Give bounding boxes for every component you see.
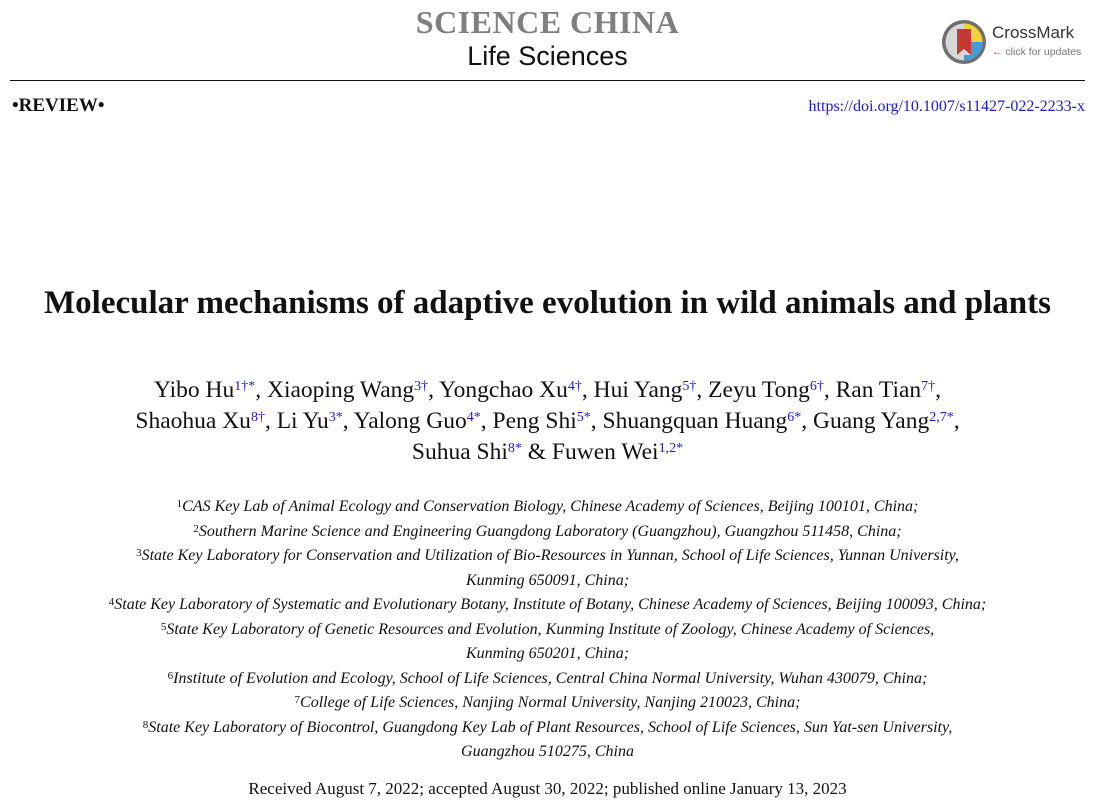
crossmark-subtitle-text: click for updates (1005, 46, 1082, 58)
crossmark-title: CrossMark (992, 23, 1075, 42)
author-affiliation-ref[interactable]: 3* (328, 410, 343, 425)
affiliation-text: College of Life Sciences, Nanjing Normal… (300, 694, 801, 711)
author-name: Xiaoping Wang (267, 377, 415, 403)
affiliation-continuation: Kunming 650201, China; (465, 645, 630, 662)
affiliation-continuation: Guangzhou 510275, China (461, 743, 634, 760)
header-divider (10, 80, 1085, 81)
affiliation-number: 8 (142, 718, 149, 731)
author-name: Suhua Shi (411, 439, 508, 465)
author-affiliation-ref[interactable]: 4* (466, 410, 481, 425)
affiliation-text: Southern Marine Science and Engineering … (198, 522, 902, 540)
author: Xiaoping Wang3† (267, 377, 428, 403)
affiliation: 6Institute of Evolution and Ecology, Sch… (10, 667, 1085, 692)
author-name: Yibo Hu (153, 377, 235, 403)
affiliation-text: State Key Laboratory of Systematic and E… (114, 596, 987, 613)
affiliation: 8State Key Laboratory of Biocontrol, Gua… (10, 716, 1085, 741)
arrow-left-icon: ← (992, 46, 1003, 58)
article-title: Molecular mechanisms of adaptive evoluti… (44, 285, 1051, 321)
doi-link[interactable]: https://doi.org/10.1007/s11427-022-2233-… (808, 98, 1085, 115)
affiliation-number: 4 (108, 596, 115, 608)
author: Yongchao Xu4† (439, 377, 582, 403)
affiliation-text: State Key Laboratory of Biocontrol, Guan… (148, 718, 953, 736)
affiliation: 7College of Life Sciences, Nanjing Norma… (10, 691, 1085, 716)
journal-name: SCIENCE CHINA (415, 4, 680, 40)
article-type: •REVIEW• (12, 95, 105, 116)
journal-subject: Life Sciences (467, 41, 628, 71)
author: Zeyu Tong6† (708, 377, 824, 403)
affiliation: 5State Key Laboratory of Genetic Resourc… (10, 618, 1085, 643)
affiliation-text: State Key Laboratory for Conservation an… (141, 547, 959, 564)
author-affiliation-ref[interactable]: 1†* (234, 379, 256, 394)
author: Guang Yang2,7* (813, 408, 954, 434)
affiliation: 1CAS Key Lab of Animal Ecology and Conse… (10, 495, 1085, 520)
affiliation: 3State Key Laboratory for Conservation a… (10, 544, 1085, 569)
affiliation-number: 3 (136, 547, 142, 559)
author: Hui Yang5† (594, 377, 697, 403)
affiliation: 2Southern Marine Science and Engineering… (10, 520, 1085, 545)
author: Ran Tian7† (836, 377, 936, 403)
author-affiliation-ref[interactable]: 4† (567, 379, 582, 394)
author-name: Guang Yang (812, 408, 930, 434)
article-type-label: REVIEW (18, 95, 98, 116)
affiliation-continuation: Kunming 650091, China; (465, 571, 630, 589)
author-affiliation-ref[interactable]: 8* (507, 441, 522, 456)
author-affiliation-ref[interactable]: 2,7* (929, 410, 954, 425)
affiliation-text: Institute of Evolution and Ecology, Scho… (173, 669, 928, 687)
author-affiliation-ref[interactable]: 6† (809, 379, 824, 394)
affiliation-number: 6 (167, 669, 174, 682)
author-name: Fuwen Wei (551, 439, 659, 465)
journal-masthead: SCIENCE CHINA Life Sciences (0, 4, 1095, 72)
author-name: Ran Tian (835, 377, 922, 403)
affiliation-list: 1CAS Key Lab of Animal Ecology and Conse… (10, 495, 1085, 765)
crossmark-badge[interactable]: CrossMark ← click for updates (941, 17, 1091, 67)
author: Shuangquan Huang6* (603, 408, 802, 434)
author: Yalong Guo4* (354, 408, 481, 434)
author-list: Yibo Hu1†*, Xiaoping Wang3†, Yongchao Xu… (135, 377, 960, 465)
author: Peng Shi5* (493, 408, 591, 434)
author-name: Shaohua Xu (135, 408, 251, 434)
author-affiliation-ref[interactable]: 6* (787, 410, 802, 425)
affiliation-number: 1 (176, 498, 183, 510)
author-affiliation-ref[interactable]: 5† (682, 379, 697, 394)
affiliation-text: CAS Key Lab of Animal Ecology and Conser… (182, 498, 919, 515)
author-affiliation-ref[interactable]: 5* (576, 410, 591, 425)
author-name: Yongchao Xu (439, 377, 568, 403)
author: Fuwen Wei1,2* (552, 439, 683, 465)
author-affiliation-ref[interactable]: 8† (250, 410, 265, 425)
affiliation-number: 7 (294, 694, 301, 706)
crossmark-subtitle: ← click for updates (992, 46, 1081, 58)
author-name: Hui Yang (593, 377, 683, 403)
author-name: Peng Shi (492, 408, 577, 434)
crossmark-icon (942, 20, 986, 64)
affiliation: 4State Key Laboratory of Systematic and … (10, 593, 1085, 618)
author: Yibo Hu1†* (154, 377, 255, 403)
affiliation-number: 5 (160, 620, 167, 633)
author: Shaohua Xu8† (135, 408, 265, 434)
author: Li Yu3* (277, 408, 343, 434)
author-name: Zeyu Tong (708, 377, 810, 403)
author-affiliation-ref[interactable]: 3† (414, 379, 429, 394)
author: Suhua Shi8* (412, 439, 522, 465)
author-name: Li Yu (276, 408, 329, 434)
author-name: Shuangquan Huang (602, 408, 788, 434)
publication-dates: Received August 7, 2022; accepted August… (248, 779, 847, 798)
affiliation-number: 2 (193, 522, 199, 535)
author-name: Yalong Guo (353, 408, 467, 434)
author-affiliation-ref[interactable]: 7† (921, 379, 936, 394)
author-affiliation-ref[interactable]: 1,2* (658, 441, 684, 456)
affiliation-text: State Key Laboratory of Genetic Resource… (166, 620, 935, 638)
